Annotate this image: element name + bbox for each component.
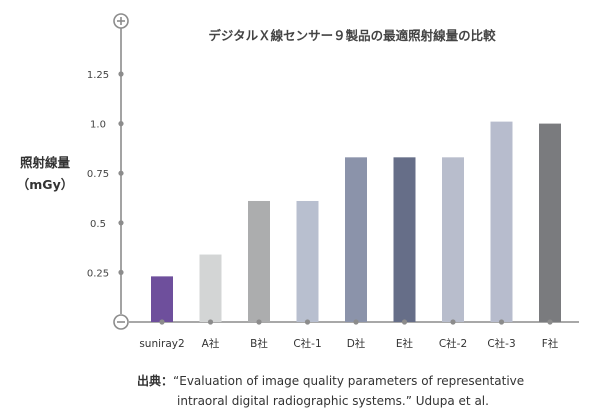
category-label: D社 bbox=[347, 337, 366, 350]
y-tick-label: 1.0 bbox=[90, 120, 106, 131]
category-label: B社 bbox=[250, 337, 268, 350]
y-tick-label: 0.5 bbox=[90, 219, 106, 230]
bar bbox=[393, 157, 416, 322]
bar bbox=[345, 157, 367, 322]
bar bbox=[199, 254, 222, 322]
bars bbox=[151, 121, 561, 322]
y-ticks: 0.25 0.5 0.75 1.0 1.25 bbox=[87, 70, 124, 279]
bar bbox=[151, 276, 173, 322]
x-tick-dot bbox=[207, 319, 214, 325]
x-tick-dot bbox=[159, 319, 165, 325]
x-tick-dot bbox=[498, 319, 505, 325]
y-tick-label: 0.25 bbox=[87, 268, 109, 279]
category-labels: suniray2 A社 B社 C社-1 D社 E社 C社-2 C社-3 F社 bbox=[139, 337, 558, 350]
x-axis-dots bbox=[159, 319, 553, 325]
category-label: C社-3 bbox=[487, 337, 515, 350]
x-tick-dot bbox=[353, 319, 359, 325]
chart-title: デジタルＸ線センサー９製品の最適照射線量の比較 bbox=[208, 28, 496, 43]
x-tick-dot bbox=[401, 319, 408, 325]
category-label: F社 bbox=[542, 337, 559, 350]
y-tick-label: 0.75 bbox=[87, 169, 109, 180]
bar bbox=[490, 121, 513, 322]
x-tick-dot bbox=[547, 319, 553, 325]
x-tick-dot bbox=[256, 319, 262, 325]
y-tick-label: 1.25 bbox=[87, 70, 109, 81]
y-tick-dot bbox=[118, 269, 124, 275]
bar bbox=[442, 157, 464, 322]
category-label: suniray2 bbox=[139, 338, 184, 350]
y-tick-dot bbox=[118, 71, 124, 77]
bar bbox=[248, 200, 270, 322]
source-line2: intraoral digital radiographic systems.”… bbox=[177, 394, 489, 408]
source-text-line1: 出典：“Evaluation of image quality paramete… bbox=[137, 373, 524, 388]
category-label: A社 bbox=[202, 337, 220, 350]
y-tick-dot bbox=[118, 220, 124, 226]
category-label: C社-1 bbox=[293, 337, 321, 350]
axis-origin-minus-icon bbox=[113, 314, 129, 330]
category-label: E社 bbox=[396, 337, 414, 350]
y-axis-label: 照射線量 bbox=[20, 155, 71, 170]
axis-top-plus-icon bbox=[113, 13, 129, 29]
x-tick-dot bbox=[304, 319, 311, 325]
category-label: C社-2 bbox=[439, 337, 467, 350]
source-line1: “Evaluation of image quality parameters … bbox=[173, 374, 524, 388]
bar bbox=[296, 200, 319, 322]
bar bbox=[539, 123, 561, 322]
x-tick-dot bbox=[450, 319, 456, 325]
y-tick-dot bbox=[118, 170, 124, 176]
y-axis-unit: （mGy） bbox=[17, 177, 73, 192]
y-tick-dot bbox=[118, 121, 124, 127]
source-prefix: 出典： bbox=[137, 373, 173, 388]
